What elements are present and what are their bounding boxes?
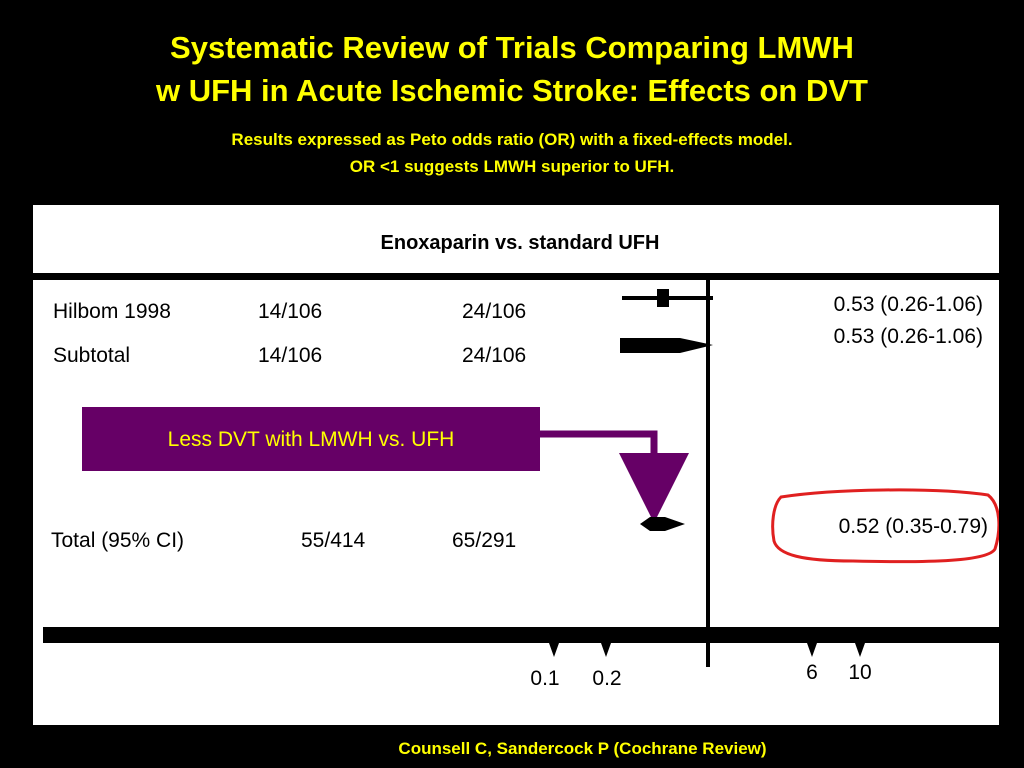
callout-box [82, 407, 540, 471]
row-lmwh-count: 14/106 [258, 300, 322, 323]
tick-marker [601, 643, 611, 657]
slide-subtitle-line-2: OR <1 suggests LMWH superior to UFH. [349, 157, 675, 176]
null-line [706, 280, 710, 667]
row-odds-ratio: 0.53 (0.26-1.06) [834, 325, 983, 348]
slide-subtitle-line-1: Results expressed as Peto odds ratio (OR… [231, 130, 793, 149]
tick-label: 0.2 [592, 667, 621, 690]
forest-plot: Enoxaparin vs. standard UFH Hilbom 1998 … [33, 232, 999, 690]
total-diamond-marker [640, 517, 685, 531]
subtotal-diamond-marker [620, 338, 713, 353]
row-ufh-count: 24/106 [462, 344, 526, 367]
highlight-circle [771, 488, 999, 564]
plot-title: Enoxaparin vs. standard UFH [381, 232, 660, 254]
axis-bar [43, 627, 999, 643]
row-label: Hilbom 1998 [53, 300, 171, 323]
tick-marker [807, 643, 817, 657]
row-ufh-count: 24/106 [462, 300, 526, 323]
row-ufh-count: 65/291 [452, 529, 516, 552]
callout-arrow [540, 430, 689, 523]
tick-label: 6 [806, 661, 818, 684]
citation: Counsell C, Sandercock P (Cochrane Revie… [398, 739, 767, 758]
point-estimate-marker [657, 289, 669, 307]
row-lmwh-count: 55/414 [301, 529, 366, 552]
row-label: Total (95% CI) [51, 529, 184, 552]
callout-text: Less DVT with LMWH vs. UFH [168, 428, 455, 451]
forest-plot-panel: Enoxaparin vs. standard UFH Hilbom 1998 … [33, 205, 999, 725]
row-odds-ratio: 0.53 (0.26-1.06) [834, 293, 983, 316]
row-label: Subtotal [53, 344, 130, 367]
tick-label: 0.1 [530, 667, 559, 690]
row-lmwh-count: 14/106 [258, 344, 322, 367]
slide-title-line-2: w UFH in Acute Ischemic Stroke: Effects … [156, 73, 868, 108]
tick-label: 10 [848, 661, 871, 684]
header-rule [33, 273, 999, 280]
tick-marker [855, 643, 865, 657]
slide-title-line-1: Systematic Review of Trials Comparing LM… [170, 30, 854, 65]
tick-marker [549, 643, 559, 657]
row-odds-ratio: 0.52 (0.35-0.79) [839, 515, 988, 538]
